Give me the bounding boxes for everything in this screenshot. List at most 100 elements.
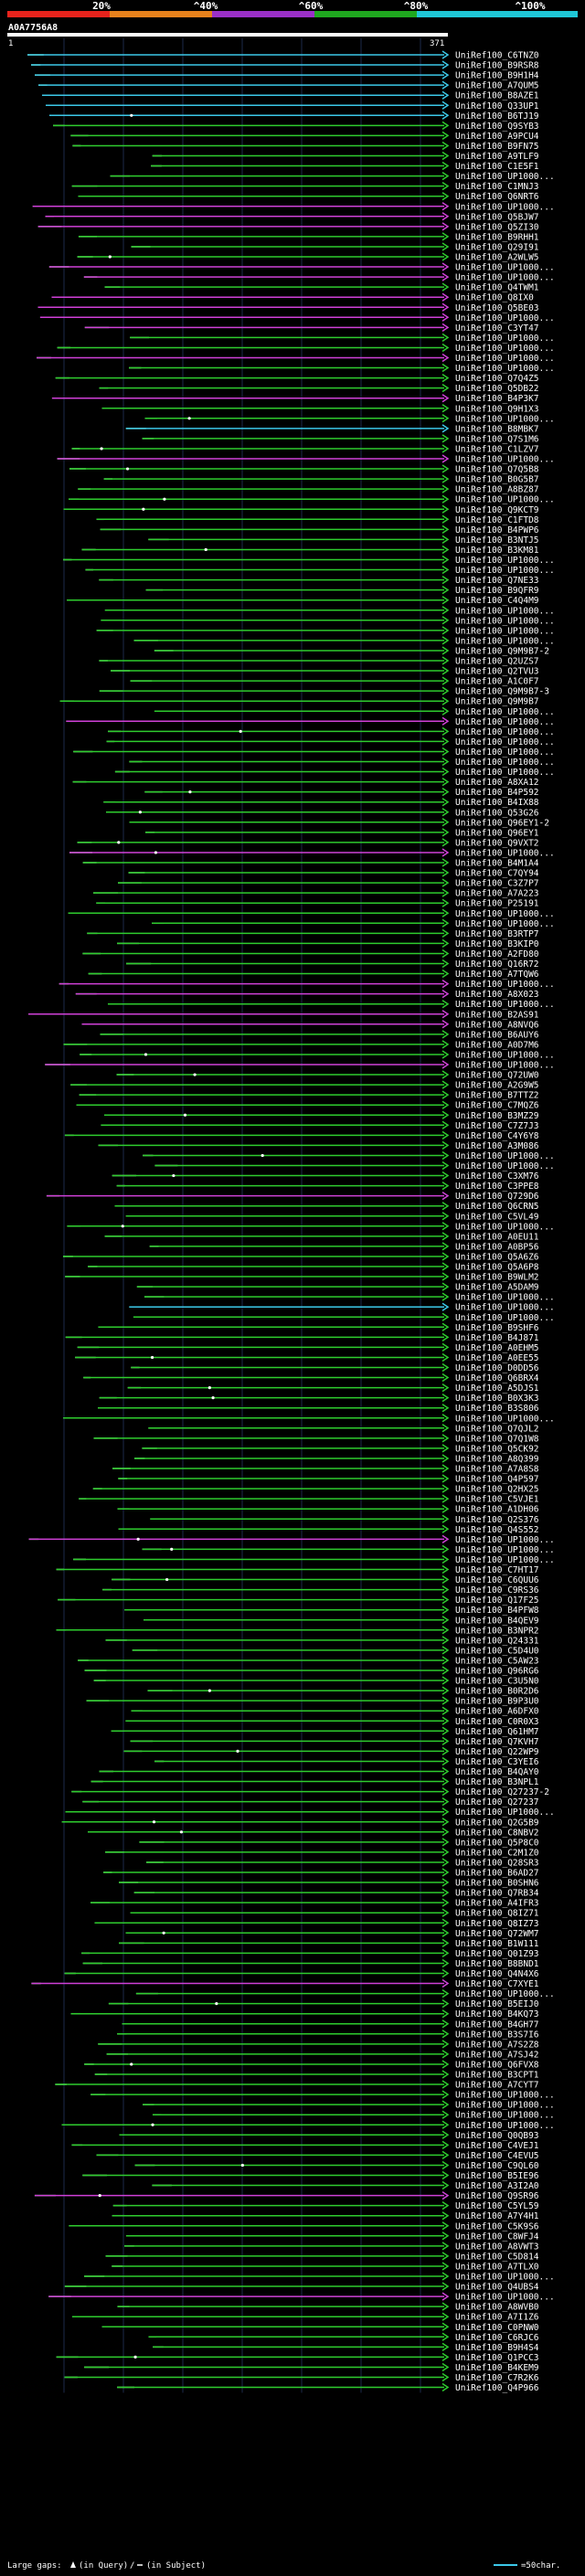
hit-label[interactable]: UniRef100_UP1000...: [455, 758, 555, 768]
hit-label[interactable]: UniRef100_UP1000...: [455, 737, 555, 747]
hit-row[interactable]: UniRef100_Q7Q5B8: [69, 464, 539, 475]
hit-label[interactable]: UniRef100_B1W111: [455, 1939, 539, 1949]
hit-label[interactable]: UniRef100_B0X3K3: [455, 1394, 539, 1404]
hit-label[interactable]: UniRef100_Q7RB34: [455, 1889, 539, 1899]
hit-row[interactable]: UniRef100_B4KEM9: [84, 2362, 539, 2373]
hit-row[interactable]: UniRef100_Q9SR96: [34, 2190, 539, 2201]
hit-row[interactable]: UniRef100_C5D814: [105, 2252, 539, 2262]
hit-label[interactable]: UniRef100_UP1000...: [455, 1414, 555, 1424]
hit-row[interactable]: UniRef100_UP1000...: [85, 565, 555, 576]
hit-row[interactable]: UniRef100_A7A223: [93, 888, 539, 899]
hit-row[interactable]: UniRef100_Q28SR3: [146, 1858, 539, 1868]
hit-label[interactable]: UniRef100_B9H1H4: [455, 71, 539, 81]
hit-label[interactable]: UniRef100_B3S7I6: [455, 2030, 539, 2040]
hit-label[interactable]: UniRef100_A7TLX0: [455, 2262, 539, 2272]
hit-row[interactable]: UniRef100_UP1000...: [107, 1000, 555, 1010]
hit-label[interactable]: UniRef100_UP1000...: [455, 273, 555, 283]
hit-label[interactable]: UniRef100_Q6FVX8: [455, 2060, 539, 2070]
hit-row[interactable]: UniRef100_Q4N4X6: [64, 1968, 539, 1979]
hit-row[interactable]: UniRef100_Q9M9B7-2: [154, 646, 549, 656]
hit-row[interactable]: UniRef100_B3NPR2: [56, 1626, 539, 1636]
hit-label[interactable]: UniRef100_Q5A6P8: [455, 1263, 539, 1273]
hit-label[interactable]: UniRef100_C5D814: [455, 2252, 539, 2262]
hit-label[interactable]: UniRef100_B4KQ73: [455, 2009, 539, 2019]
hit-label[interactable]: UniRef100_B4P592: [455, 788, 539, 798]
hit-label[interactable]: UniRef100_B4QAY0: [455, 1767, 539, 1777]
hit-label[interactable]: UniRef100_UP1000...: [455, 980, 555, 990]
hit-row[interactable]: UniRef100_C3PPE8: [116, 1181, 539, 1192]
hit-label[interactable]: UniRef100_C5K9S6: [455, 2221, 539, 2231]
hit-label[interactable]: UniRef100_UP1000...: [455, 1555, 555, 1565]
hit-label[interactable]: UniRef100_Q9M9B7: [455, 697, 539, 707]
hit-label[interactable]: UniRef100_UP1000...: [455, 495, 555, 505]
hit-label[interactable]: UniRef100_Q9M9B7-2: [455, 646, 549, 656]
hit-row[interactable]: UniRef100_UP1000...: [143, 2100, 555, 2111]
hit-row[interactable]: UniRef100_B4PWP6: [100, 525, 539, 535]
hit-row[interactable]: UniRef100_A2WLW5: [77, 252, 539, 263]
hit-label[interactable]: UniRef100_B3KIP0: [455, 939, 539, 949]
hit-label[interactable]: UniRef100_UP1000...: [455, 2273, 555, 2283]
hit-row[interactable]: UniRef100_Q7S1M6: [142, 434, 539, 444]
hit-label[interactable]: UniRef100_B5EIJ0: [455, 1999, 539, 2009]
hit-label[interactable]: UniRef100_Q5BJW7: [455, 212, 539, 222]
hit-label[interactable]: UniRef100_UP1000...: [455, 1989, 555, 1999]
hit-label[interactable]: UniRef100_Q22WP9: [455, 1747, 539, 1757]
hit-row[interactable]: UniRef100_Q5DB22: [99, 384, 539, 394]
hit-label[interactable]: UniRef100_B3MZ29: [455, 1111, 539, 1121]
hit-label[interactable]: UniRef100_D0DD56: [455, 1363, 539, 1373]
hit-row[interactable]: UniRef100_Q4P966: [117, 2382, 539, 2393]
hit-row[interactable]: UniRef100_Q6BRX4: [83, 1373, 539, 1383]
hit-row[interactable]: UniRef100_A7I1Z6: [71, 2312, 539, 2323]
hit-label[interactable]: UniRef100_A1C0F7: [455, 677, 539, 687]
hit-row[interactable]: UniRef100_B6TJ19: [49, 111, 539, 122]
hit-row[interactable]: UniRef100_Q17F25: [58, 1595, 539, 1606]
hit-label[interactable]: UniRef100_UP1000...: [455, 455, 555, 465]
hit-row[interactable]: UniRef100_C7XYE1: [31, 1978, 539, 1989]
hit-label[interactable]: UniRef100_B4PFW8: [455, 1606, 539, 1616]
hit-label[interactable]: UniRef100_B6TJ19: [455, 111, 539, 122]
hit-label[interactable]: UniRef100_UP1000...: [455, 313, 555, 323]
hit-row[interactable]: UniRef100_Q2UZS7: [99, 656, 539, 667]
hit-label[interactable]: UniRef100_B3NPR2: [455, 1626, 539, 1636]
hit-row[interactable]: UniRef100_C9QL60: [134, 2160, 539, 2171]
hit-label[interactable]: UniRef100_C7Z7J3: [455, 1121, 539, 1131]
hit-row[interactable]: UniRef100_A7A8S8: [112, 1464, 539, 1475]
hit-row[interactable]: UniRef100_UP1000...: [68, 908, 555, 919]
hit-row[interactable]: UniRef100_Q9KCT9: [63, 504, 539, 515]
hit-row[interactable]: UniRef100_Q6CRN5: [114, 1202, 539, 1212]
hit-row[interactable]: UniRef100_A0D7M6: [63, 1040, 539, 1050]
hit-label[interactable]: UniRef100_B6AUY6: [455, 1030, 539, 1040]
hit-label[interactable]: UniRef100_A0EE55: [455, 1353, 539, 1363]
hit-row[interactable]: UniRef100_Q4TWM1: [104, 282, 539, 293]
hit-row[interactable]: UniRef100_UP1000...: [104, 606, 555, 616]
hit-row[interactable]: UniRef100_A7TLX0: [112, 2262, 539, 2272]
hit-label[interactable]: UniRef100_C7HT17: [455, 1565, 539, 1575]
hit-row[interactable]: UniRef100_A7TQW6: [88, 969, 539, 980]
hit-label[interactable]: UniRef100_B9H4S4: [455, 2343, 539, 2353]
hit-label[interactable]: UniRef100_C1FTD8: [455, 515, 539, 525]
hit-row[interactable]: UniRef100_B6AD27: [103, 1868, 539, 1879]
hit-row[interactable]: UniRef100_A0EHM5: [77, 1342, 539, 1353]
hit-label[interactable]: UniRef100_Q2TVU3: [455, 667, 539, 677]
hit-row[interactable]: UniRef100_Q8IX0: [51, 292, 535, 303]
hit-row[interactable]: UniRef100_Q96EY1-2: [129, 818, 549, 828]
hit-row[interactable]: UniRef100_Q2S376: [150, 1514, 539, 1525]
hit-label[interactable]: UniRef100_Q8IX0: [455, 293, 534, 303]
hit-label[interactable]: UniRef100_UP1000...: [455, 354, 555, 364]
hit-row[interactable]: UniRef100_Q5BJW7: [45, 212, 539, 222]
hit-label[interactable]: UniRef100_C1E5F1: [455, 162, 539, 172]
hit-row[interactable]: UniRef100_A8VWT3: [124, 2242, 539, 2252]
hit-row[interactable]: UniRef100_A0BP56: [149, 1242, 539, 1252]
hit-row[interactable]: UniRef100_C8WFJ4: [125, 2231, 539, 2242]
hit-label[interactable]: UniRef100_Q1PCC3: [455, 2353, 539, 2363]
hit-label[interactable]: UniRef100_B4IX88: [455, 798, 539, 808]
hit-row[interactable]: UniRef100_Q2G5B9: [61, 1818, 539, 1828]
hit-row[interactable]: UniRef100_B3S806: [98, 1404, 539, 1414]
hit-row[interactable]: UniRef100_UP1000...: [65, 1807, 555, 1818]
hit-row[interactable]: UniRef100_Q24331: [105, 1636, 539, 1646]
hit-label[interactable]: UniRef100_A4IFR3: [455, 1899, 539, 1909]
hit-row[interactable]: UniRef100_UP1000...: [154, 706, 555, 717]
hit-label[interactable]: UniRef100_Q4P597: [455, 1475, 539, 1485]
hit-row[interactable]: UniRef100_D0DD56: [131, 1362, 539, 1373]
hit-row[interactable]: UniRef100_C7Z7J3: [101, 1120, 539, 1131]
